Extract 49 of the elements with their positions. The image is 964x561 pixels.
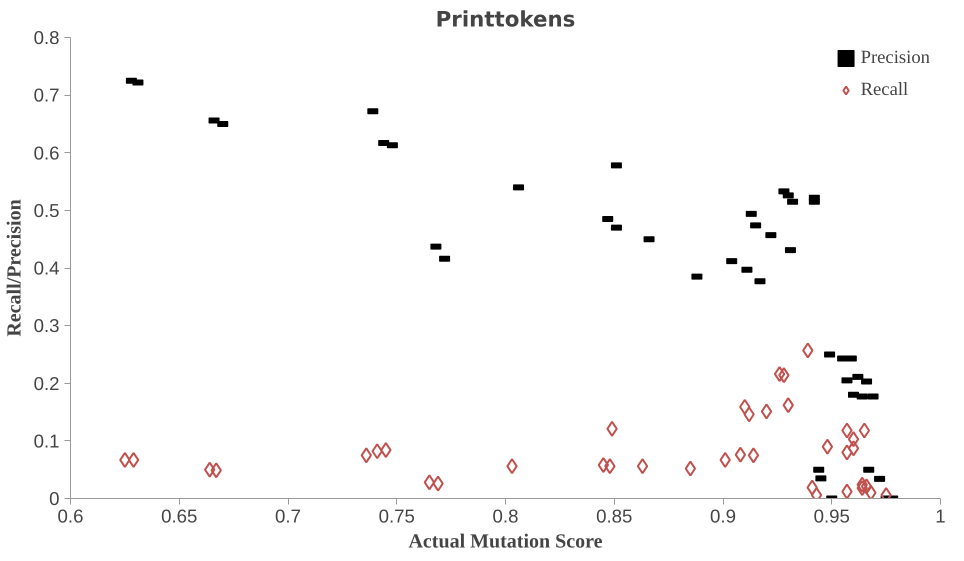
y-tick-label: 0.6 — [34, 142, 60, 164]
point — [748, 447, 760, 464]
y-tick-label: 0.1 — [34, 430, 60, 452]
point — [424, 474, 436, 490]
point — [743, 406, 755, 422]
x-axis-title: Actual Mutation Score — [408, 530, 603, 552]
point — [860, 478, 872, 494]
point — [858, 422, 870, 439]
point — [604, 458, 616, 474]
x-tick-label: 0.85 — [596, 506, 632, 526]
x-tick-label: 0.65 — [161, 506, 198, 526]
point — [684, 460, 696, 477]
x-tick-label: 0.9 — [710, 506, 736, 526]
y-tick-label: 0.5 — [34, 200, 60, 221]
point — [119, 452, 131, 468]
point — [774, 366, 786, 382]
y-tick-label: 0.7 — [34, 84, 60, 106]
x-tick-label: 0.7 — [275, 506, 301, 526]
x-tick-label: 0.8 — [492, 506, 518, 526]
x-tick-label: 0.6 — [58, 506, 84, 526]
point — [506, 458, 518, 474]
y-tick-label: 0.3 — [34, 315, 60, 336]
y-tick-label: 0.2 — [34, 372, 60, 394]
point — [848, 431, 860, 448]
point — [636, 458, 648, 474]
point — [128, 452, 140, 468]
point — [865, 484, 877, 498]
point — [841, 422, 853, 439]
point — [734, 446, 746, 463]
point — [841, 444, 853, 460]
y-tick-label: 0.8 — [34, 27, 60, 48]
y-axis-title: Recall/Precision — [4, 199, 26, 337]
point — [760, 403, 772, 420]
legend-label: Precision — [860, 47, 930, 69]
point — [606, 420, 618, 437]
x-tick-label: 0.95 — [814, 506, 850, 526]
legend-label: Recall — [860, 79, 908, 101]
point — [432, 476, 444, 492]
point — [841, 484, 853, 498]
point — [778, 367, 790, 384]
chart-title: Printtokens — [436, 8, 576, 32]
x-tick-label: 1 — [935, 506, 946, 526]
point — [598, 457, 610, 474]
y-tick-label: 0 — [49, 488, 60, 509]
point — [822, 438, 834, 455]
point — [380, 442, 392, 458]
y-tick-label: 0.4 — [34, 258, 60, 278]
x-tick-label: 0.75 — [378, 506, 415, 526]
point — [848, 440, 860, 456]
